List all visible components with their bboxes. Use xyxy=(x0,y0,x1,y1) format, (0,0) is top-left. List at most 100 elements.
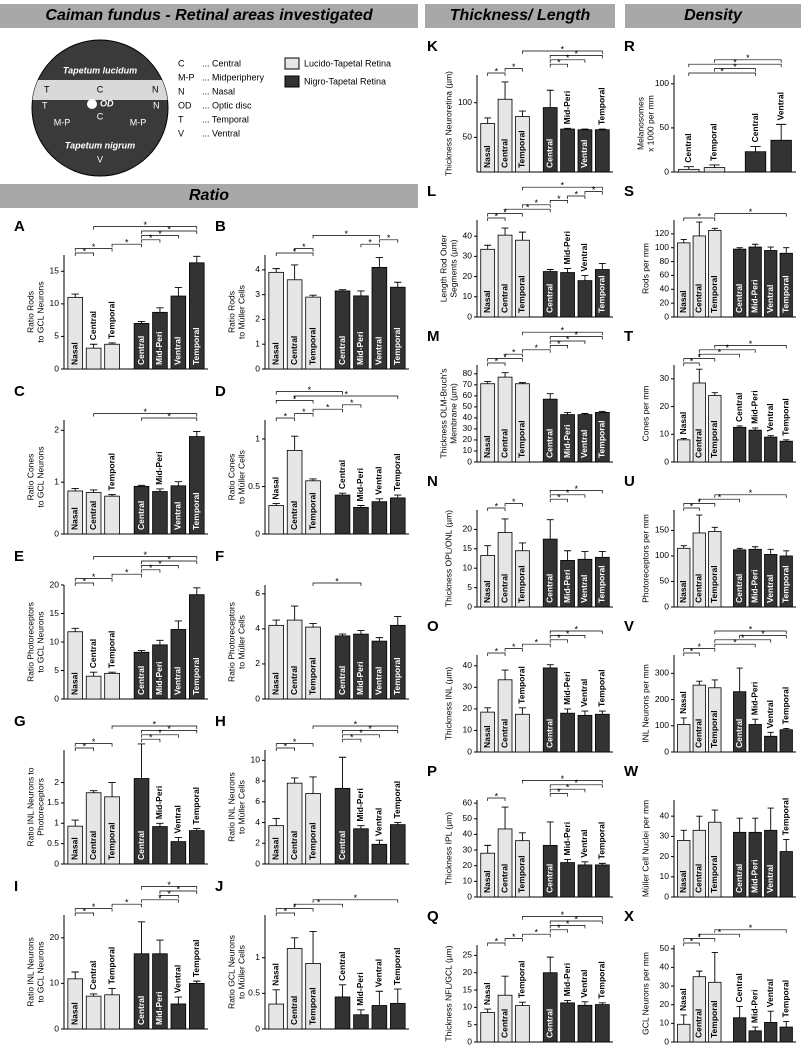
bar xyxy=(594,1004,610,1043)
error-bar xyxy=(518,542,526,551)
error-bar xyxy=(156,939,164,954)
category-label: Temporal xyxy=(106,631,116,669)
bar xyxy=(678,168,700,173)
abbr-text: ... Nasal xyxy=(202,86,235,96)
category-label: Central xyxy=(88,961,98,990)
significance-star: * xyxy=(167,889,171,899)
y-axis-label: Membrane (µm) xyxy=(448,383,458,444)
significance-bracket xyxy=(487,72,506,76)
bar xyxy=(515,713,530,753)
category-label: Nasal xyxy=(69,672,79,695)
error-bar xyxy=(564,708,572,714)
error-bar xyxy=(711,392,718,396)
error-bar xyxy=(357,290,365,296)
significance-bracket xyxy=(714,345,787,349)
significance-star: * xyxy=(575,484,579,494)
error-bar xyxy=(71,819,79,827)
significance-star: * xyxy=(512,642,516,652)
category-label: Ventral xyxy=(775,92,785,120)
category-label: Central xyxy=(136,501,146,530)
category-label: Ventral xyxy=(765,575,775,603)
category-label: Temporal xyxy=(106,947,116,985)
significance-bracket xyxy=(522,204,551,208)
y-tick-label: 10 xyxy=(251,755,261,765)
significance-bracket xyxy=(549,55,603,59)
error-bar xyxy=(484,1008,492,1013)
y-axis-label: to GCL Neurons xyxy=(35,941,45,1002)
significance-star: * xyxy=(512,348,516,358)
error-bar xyxy=(272,268,280,273)
significance-bracket xyxy=(549,340,586,344)
error-bar xyxy=(546,393,554,400)
category-label: Mid-Peri xyxy=(562,822,572,856)
category-label: Central xyxy=(499,284,509,313)
y-tick-label: 3 xyxy=(255,289,260,299)
significance-star: * xyxy=(158,559,162,569)
panel-letter: X xyxy=(624,908,634,925)
significance-bracket xyxy=(549,59,586,63)
panel-letter: E xyxy=(14,548,24,565)
panel: I Ratio INL Neurons to GCL Neurons 0 10 20 Nas… xyxy=(14,878,208,1033)
y-tick-label: 200 xyxy=(655,694,669,704)
y-tick-label: 40 xyxy=(660,810,670,820)
category-label: Central xyxy=(136,831,146,860)
category-label: Temporal xyxy=(517,961,527,999)
significance-bracket xyxy=(74,248,113,252)
y-axis-label: Photoreceptors per mm xyxy=(640,514,650,603)
significance-star: * xyxy=(125,238,129,248)
y-axis-label: INL Neurons per mm xyxy=(640,664,650,743)
significance-bracket xyxy=(487,797,506,801)
category-label: Nasal xyxy=(482,580,492,603)
error-bar xyxy=(564,411,572,415)
significance-bracket xyxy=(504,68,523,72)
optic-disc xyxy=(87,99,97,109)
significance-star: * xyxy=(535,198,539,208)
significance-bracket xyxy=(294,395,399,399)
significance-bracket xyxy=(714,929,787,933)
category-label: Temporal xyxy=(106,301,116,339)
fundus-circle xyxy=(31,39,169,177)
y-tick-label: 0 xyxy=(54,858,59,868)
category-label: Central xyxy=(694,284,704,313)
significance-star: * xyxy=(92,737,96,747)
error-bar xyxy=(581,710,589,716)
y-axis-label: Ratio Rods xyxy=(226,291,236,333)
category-label: Central xyxy=(544,1009,554,1038)
significance-star: * xyxy=(749,624,753,634)
significance-bracket xyxy=(487,217,506,221)
significance-bracket xyxy=(74,743,113,747)
y-tick-label: 0 xyxy=(664,891,669,901)
significance-star: * xyxy=(167,724,171,734)
error-bar xyxy=(338,984,347,997)
y-tick-label: 80 xyxy=(660,256,670,266)
error-bar xyxy=(357,825,365,829)
diagram-label: M-P xyxy=(54,117,71,127)
category-label: Temporal xyxy=(597,565,607,603)
bar xyxy=(371,1005,388,1030)
y-tick-label: 50 xyxy=(660,943,670,953)
panel: A Ratio Rods to GCL Neurons 0 5 10 15 Nasal Cent… xyxy=(14,218,208,373)
category-label: Nasal xyxy=(678,988,688,1011)
y-axis-label: Ratio Photoreceptors xyxy=(25,602,35,682)
error-bar xyxy=(338,492,347,496)
significance-bracket xyxy=(549,336,603,340)
error-bar xyxy=(375,498,384,502)
header: Ratio xyxy=(189,187,229,204)
error-bar xyxy=(309,776,317,794)
significance-bracket xyxy=(74,252,94,256)
error-bar xyxy=(394,988,402,1004)
category-label: Nasal xyxy=(482,145,492,168)
bar xyxy=(594,713,610,753)
category-label: Mid-Peri xyxy=(154,451,164,485)
bar xyxy=(764,436,778,463)
category-label: Temporal xyxy=(106,822,116,860)
category-label: Temporal xyxy=(709,565,719,603)
y-tick-label: 2 xyxy=(54,425,59,435)
bar xyxy=(390,497,406,535)
significance-star: * xyxy=(125,898,129,908)
y-tick-label: 0 xyxy=(255,858,260,868)
significance-bracket xyxy=(688,63,782,68)
significance-star: * xyxy=(149,563,153,573)
y-tick-label: 50 xyxy=(660,122,670,132)
error-bar xyxy=(752,546,759,550)
